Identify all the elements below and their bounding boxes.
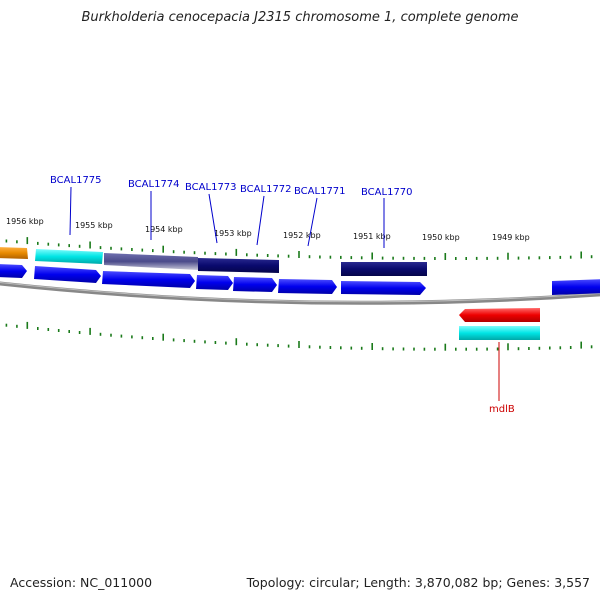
cds-arrow[interactable] [552, 279, 600, 295]
leader-line [307, 197, 318, 247]
cds-arrow[interactable] [341, 281, 426, 295]
gene-feature-navy[interactable] [198, 258, 279, 273]
gene-feature-slate[interactable] [104, 253, 198, 270]
tick-label: 1954 kbp [145, 225, 183, 234]
leader-line [69, 186, 72, 236]
cds-arrow[interactable] [0, 264, 27, 278]
cds-arrow[interactable] [34, 266, 101, 283]
tick-label: 1949 kbp [492, 233, 530, 242]
map-title: Burkholderia cenocepacia J2315 chromosom… [81, 10, 519, 25]
gene-label-bcal1771[interactable]: BCAL1771 [294, 186, 346, 197]
label-leaders [69, 186, 500, 401]
gene-feature-cyan[interactable] [35, 249, 103, 264]
lower-tick-ring [5, 321, 593, 351]
leader-line [256, 195, 265, 246]
tick-label: 1950 kbp [422, 233, 460, 242]
gene-label-mdlb[interactable]: mdlB [489, 404, 515, 415]
tick-label: 1955 kbp [75, 221, 113, 230]
gene-feature-red[interactable] [459, 308, 540, 322]
reverse-feature-track [459, 308, 540, 340]
gene-label-bcal1774[interactable]: BCAL1774 [128, 179, 180, 190]
upper-tick-ring [5, 237, 593, 260]
cds-arrow[interactable] [233, 277, 277, 292]
tick-label: 1952 kbp [283, 231, 321, 240]
tick-label: 1951 kbp [353, 232, 391, 241]
gene-label-bcal1775[interactable]: BCAL1775 [50, 175, 102, 186]
gene-label-bcal1773[interactable]: BCAL1773 [185, 182, 237, 193]
tick-label: 1953 kbp [214, 229, 252, 238]
tick-labels: 1956 kbp 1955 kbp 1954 kbp 1953 kbp 1952… [6, 217, 530, 242]
genome-backbone [0, 281, 600, 305]
gene-label-bcal1770[interactable]: BCAL1770 [361, 187, 413, 198]
gene-feature-cyan[interactable] [459, 326, 540, 340]
cds-arrow[interactable] [196, 275, 233, 290]
gene-labels: BCAL1775 BCAL1774 BCAL1773 BCAL1772 BCAL… [50, 175, 515, 415]
gene-label-bcal1772[interactable]: BCAL1772 [240, 184, 292, 195]
gene-feature-navy[interactable] [341, 262, 427, 276]
cds-arrow[interactable] [102, 271, 195, 288]
genome-summary-text: Topology: circular; Length: 3,870,082 bp… [246, 575, 590, 590]
accession-text: Accession: NC_011000 [10, 575, 153, 590]
gene-feature-orange[interactable] [0, 247, 28, 259]
outer-feature-track [0, 247, 427, 276]
leader-line [208, 193, 218, 244]
cds-arrow[interactable] [278, 279, 337, 294]
genome-backbone-highlight [0, 282, 600, 303]
tick-label: 1956 kbp [6, 217, 44, 226]
cds-track [0, 264, 600, 295]
